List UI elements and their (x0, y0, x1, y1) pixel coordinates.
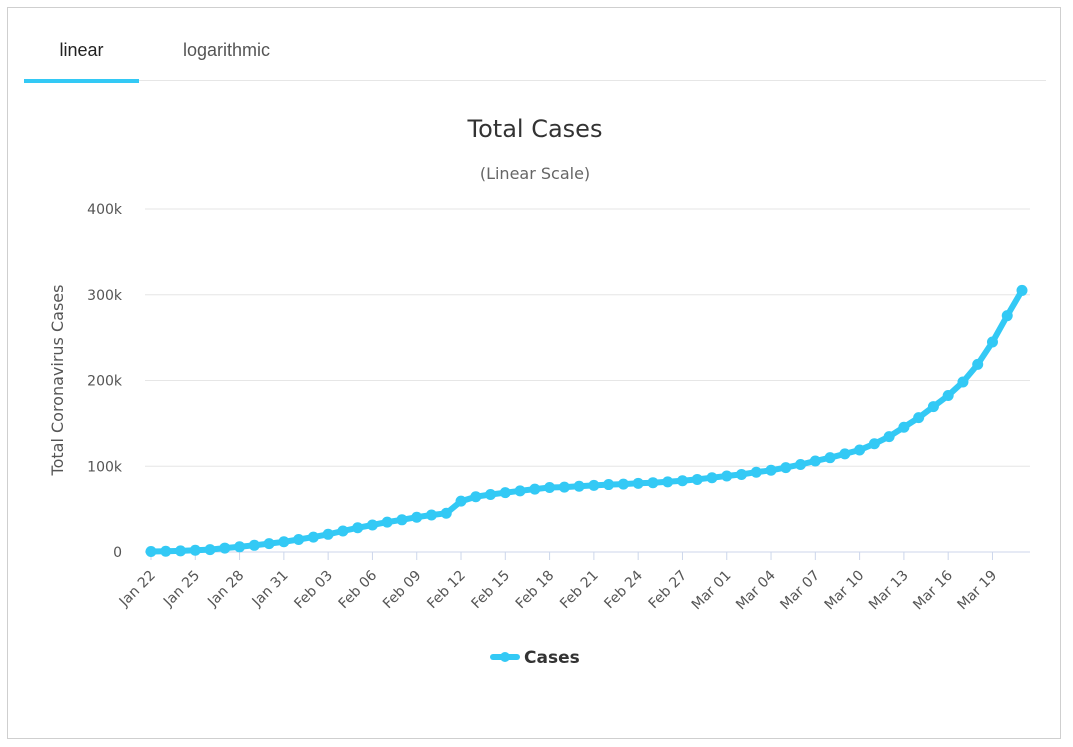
x-tick-label: Feb 03 (291, 568, 336, 613)
data-point (706, 472, 718, 484)
data-point (293, 534, 305, 546)
data-point (972, 358, 984, 370)
active-tab-indicator (24, 79, 139, 83)
data-point (721, 470, 733, 482)
data-point (942, 390, 954, 402)
x-tick-label: Mar 04 (733, 567, 779, 613)
data-point (529, 483, 541, 495)
data-point (425, 509, 437, 521)
data-point (411, 511, 423, 523)
data-point (470, 491, 482, 503)
data-point (544, 482, 556, 494)
series-line-cases (148, 287, 1025, 555)
data-point (913, 412, 925, 424)
data-point (219, 542, 231, 554)
data-point (352, 522, 364, 534)
chart-subtitle: (Linear Scale) (480, 164, 590, 183)
data-point (824, 452, 836, 464)
data-point (160, 545, 172, 557)
scale-tab-bar: linear logarithmic (24, 24, 1046, 83)
data-point (440, 507, 452, 519)
data-point (854, 444, 866, 456)
data-point (603, 479, 615, 491)
x-tick-label: Mar 16 (910, 567, 956, 613)
legend-label-cases[interactable]: Cases (524, 648, 580, 668)
chart-title: Total Cases (467, 115, 603, 143)
data-point (898, 421, 910, 433)
data-point (632, 477, 644, 489)
x-tick-label: Mar 19 (955, 568, 1001, 614)
data-point (780, 462, 792, 474)
data-point (647, 477, 659, 489)
y-tick-label: 300k (87, 288, 123, 304)
x-tick-label: Feb 18 (513, 568, 558, 613)
x-tick-label: Jan 25 (160, 568, 203, 611)
y-tick-label: 100k (87, 459, 123, 475)
data-point (175, 545, 187, 557)
data-point (957, 376, 969, 388)
data-point (307, 531, 319, 543)
data-point (145, 546, 157, 558)
data-point (337, 525, 349, 537)
x-tick-label: Feb 09 (380, 568, 425, 613)
data-point (514, 485, 526, 497)
data-point (499, 487, 511, 499)
x-tick-label: Jan 22 (116, 568, 159, 611)
data-point (573, 480, 585, 492)
x-tick-label: Feb 24 (601, 567, 646, 612)
data-point (248, 539, 260, 551)
chart-panel (7, 7, 1061, 739)
x-tick-label: Feb 12 (424, 568, 469, 613)
data-point (1001, 310, 1013, 322)
legend[interactable]: Cases (490, 648, 580, 668)
x-tick-label: Mar 13 (866, 568, 912, 614)
data-point (986, 336, 998, 348)
data-point (485, 488, 497, 500)
data-point (883, 431, 895, 443)
data-point (765, 464, 777, 476)
x-tick-label: Mar 01 (689, 568, 735, 614)
y-tick-label: 0 (113, 545, 122, 561)
data-point (809, 455, 821, 467)
y-tick-label: 200k (87, 374, 123, 390)
data-point (189, 544, 201, 556)
x-tick-label: Feb 21 (557, 568, 602, 613)
tab-logarithmic[interactable]: logarithmic (182, 40, 271, 60)
data-point (588, 479, 600, 491)
data-point (927, 401, 939, 413)
data-point (736, 468, 748, 480)
x-tick-label: Jan 28 (204, 568, 247, 611)
x-tick-label: Mar 07 (777, 568, 823, 614)
legend-marker (500, 652, 510, 662)
data-point (381, 516, 393, 528)
data-point (455, 495, 467, 507)
data-point (278, 536, 290, 548)
data-point (558, 481, 570, 493)
data-point (204, 544, 216, 556)
data-point (795, 458, 807, 470)
data-point (234, 541, 246, 553)
x-tick-label: Feb 06 (336, 567, 381, 612)
data-point (396, 514, 408, 526)
x-tick-label: Feb 15 (469, 568, 514, 613)
data-point (263, 538, 275, 550)
data-point (839, 448, 851, 460)
data-point (691, 473, 703, 485)
tab-linear[interactable]: linear (59, 40, 104, 60)
data-point (662, 476, 674, 488)
data-point (676, 475, 688, 487)
x-tick-label: Jan 31 (249, 568, 292, 611)
data-point (1016, 284, 1028, 296)
y-tick-label: 400k (87, 202, 123, 218)
data-point (868, 438, 880, 450)
x-tick-label: Mar 10 (822, 568, 868, 614)
data-point (322, 528, 334, 540)
x-tick-label: Feb 27 (646, 568, 691, 613)
data-point (750, 466, 762, 478)
data-point (366, 519, 378, 531)
data-point (617, 478, 629, 490)
y-axis-label: Total Coronavirus Cases (48, 285, 67, 477)
